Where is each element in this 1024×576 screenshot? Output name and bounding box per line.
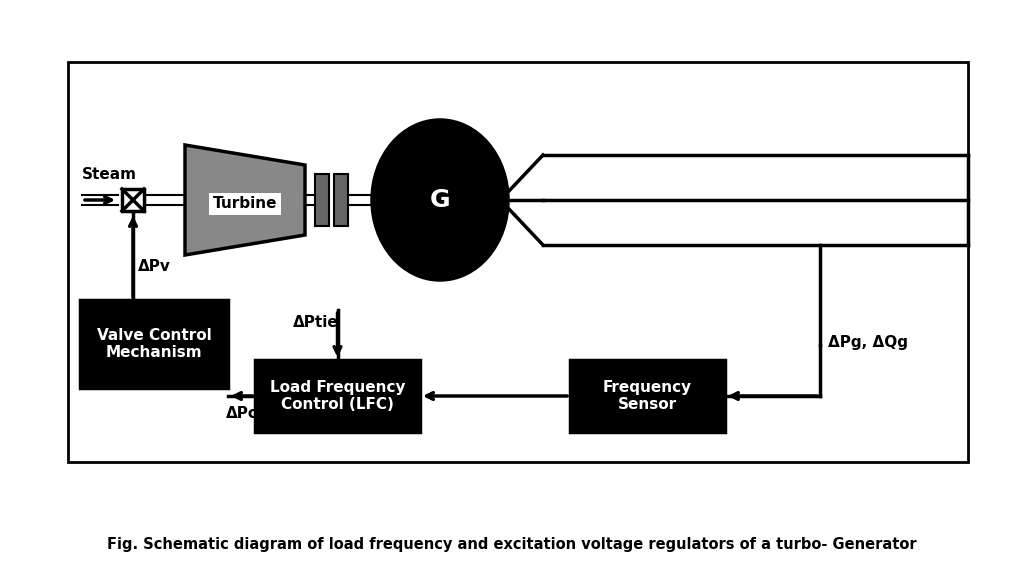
Text: ΔPg, ΔQg: ΔPg, ΔQg [828,335,908,350]
Bar [80,300,228,388]
Bar [334,174,348,226]
Text: G: G [430,188,451,212]
Bar [255,360,420,432]
Polygon shape [185,145,305,255]
Text: Turbine: Turbine [213,196,278,211]
Text: Valve Control
Mechanism: Valve Control Mechanism [96,328,211,360]
Bar [570,360,725,432]
Text: Steam: Steam [82,167,137,182]
Text: Frequency
Sensor: Frequency Sensor [603,380,692,412]
Ellipse shape [372,120,508,280]
Text: Load Frequency
Control (LFC): Load Frequency Control (LFC) [269,380,406,412]
Bar [315,174,329,226]
Bar [68,62,968,462]
Text: Fig. Schematic diagram of load frequency and excitation voltage regulators of a : Fig. Schematic diagram of load frequency… [108,537,916,552]
Text: ΔPc: ΔPc [225,406,257,421]
Text: ΔPv: ΔPv [138,259,171,274]
Bar [122,189,144,211]
Text: ΔPtie: ΔPtie [293,315,338,330]
